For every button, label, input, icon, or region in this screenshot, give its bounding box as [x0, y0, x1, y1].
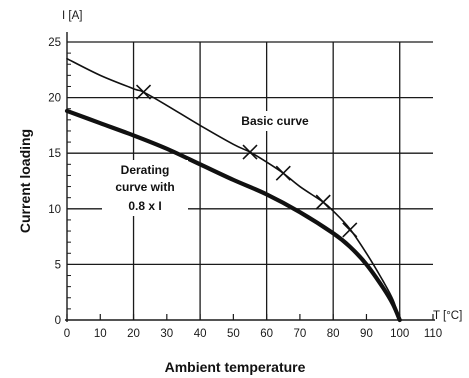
- y-unit-label: I [A]: [62, 10, 82, 22]
- x-unit-label: T [°C]: [433, 310, 462, 322]
- y-tick-labels: 0 5 10 15 20 25: [48, 37, 61, 327]
- x-tick-label: 70: [294, 328, 307, 340]
- x-marker: [315, 194, 331, 210]
- basic-curve-label-bg: [231, 111, 319, 131]
- derating-label-bg: [102, 160, 188, 216]
- y-tick-label: 20: [48, 93, 61, 105]
- x-tick-label: 60: [260, 328, 273, 340]
- x-marker-stroke-b: [342, 222, 358, 238]
- x-marker: [135, 84, 152, 100]
- x-tick-label: 10: [94, 328, 107, 340]
- x-tick-label: 0: [64, 328, 70, 340]
- x-tick-labels: 0 10 20 30 40 50 60 70 80 90 100 110: [64, 328, 442, 340]
- x-tick-label: 50: [227, 328, 240, 340]
- x-marker: [342, 222, 358, 238]
- y-tick-label: 10: [48, 204, 61, 216]
- x-tick-label: 80: [327, 328, 340, 340]
- x-marker: [275, 165, 291, 181]
- x-marker-stroke-b: [242, 144, 258, 160]
- x-tick-label: 90: [360, 328, 373, 340]
- x-tick-label: 110: [424, 328, 442, 340]
- derating-label-line1: Derating: [121, 163, 170, 177]
- y-tick-label: 0: [55, 315, 61, 327]
- x-tick-label: 20: [127, 328, 140, 340]
- markers: [135, 84, 358, 238]
- x-marker-stroke-b: [135, 84, 152, 100]
- derating-label-line3: 0.8 x I: [128, 199, 161, 213]
- y-axis-title: Current loading: [17, 129, 33, 233]
- x-marker: [242, 144, 258, 160]
- derating-curve-line: [64, 108, 402, 323]
- x-axis-title: Ambient temperature: [165, 359, 306, 375]
- derating-label-line2: curve with: [115, 180, 174, 194]
- y-tick-label: 25: [48, 37, 61, 49]
- axes: [65, 32, 435, 322]
- y-tick-label: 15: [48, 148, 61, 160]
- x-marker-stroke-b: [315, 194, 331, 210]
- y-tick-label: 5: [55, 259, 61, 271]
- basic-curve-label: Basic curve: [241, 114, 309, 128]
- x-tick-label: 30: [160, 328, 173, 340]
- x-marker-stroke-b: [275, 165, 291, 181]
- x-tick-label: 40: [194, 328, 207, 340]
- minor-ticks: [66, 52, 434, 320]
- x-tick-label: 100: [390, 328, 409, 340]
